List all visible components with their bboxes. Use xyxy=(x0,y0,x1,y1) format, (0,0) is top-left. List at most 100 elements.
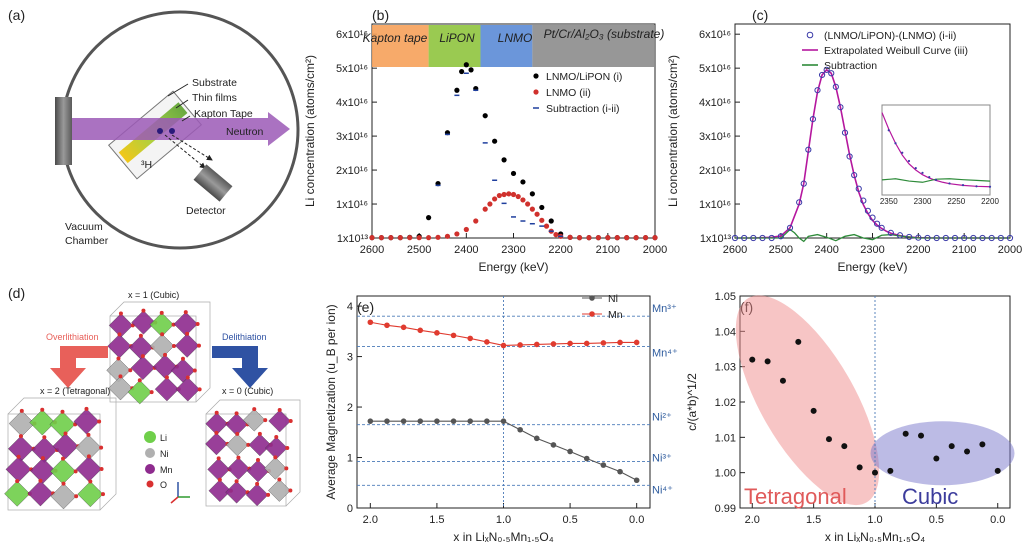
legend-ni-marker xyxy=(145,448,155,458)
leader-substrate xyxy=(167,83,189,97)
polyhedron xyxy=(225,433,249,457)
point-lnmo xyxy=(473,218,479,224)
polyhedron xyxy=(225,480,248,504)
oxygen-atom xyxy=(100,492,105,497)
x-tick-label: 2500 xyxy=(769,244,793,256)
point-lnmo xyxy=(543,223,550,229)
inset-tick-label: 2350 xyxy=(880,197,898,206)
point-difference xyxy=(869,214,876,221)
unit-cell-edge xyxy=(109,301,211,403)
y-tick-label: 1.02 xyxy=(715,397,736,409)
point-lnmo xyxy=(492,196,498,202)
point-ni xyxy=(533,435,540,442)
leader-kapton xyxy=(181,115,191,122)
point-ni xyxy=(633,477,640,484)
point-difference xyxy=(906,233,913,241)
inset-point xyxy=(901,151,904,154)
point-mn xyxy=(434,330,440,336)
x-axis-label: x in LiₓN₀.₅Mn₁.₅O₄ xyxy=(825,530,925,544)
point-mn xyxy=(617,339,623,346)
oxygen-atom xyxy=(214,430,219,435)
series-line-ni xyxy=(370,420,637,481)
point-lnmo xyxy=(605,235,611,241)
y-tick-label: 4x10¹⁶ xyxy=(699,97,731,109)
oxygen-atom xyxy=(163,352,168,357)
oxygen-atom xyxy=(255,481,260,486)
x-axis-label: Energy (keV) xyxy=(837,260,907,274)
x-tick-label: 2200 xyxy=(906,244,930,256)
polyhedron xyxy=(268,479,291,502)
oxygen-atom xyxy=(61,456,66,461)
y-axis-label: Average Magnetization (u_B per ion) xyxy=(324,304,338,499)
point-difference xyxy=(951,234,959,242)
point-lnmo xyxy=(416,235,422,241)
x-tick-label: 0.5 xyxy=(562,514,577,526)
y-tick-label: 1.00 xyxy=(715,468,736,480)
polyhedron xyxy=(127,380,152,405)
point-lnmo-lipon xyxy=(520,179,526,185)
label-thin-films: Thin films xyxy=(192,92,237,104)
point-lnmo xyxy=(539,217,545,223)
label-neutron: Neutron xyxy=(226,126,264,138)
point-difference xyxy=(800,180,807,187)
point-difference xyxy=(851,172,858,179)
legend-marker-difference xyxy=(806,31,814,39)
y-tick-label: 1.01 xyxy=(715,432,736,444)
data-point xyxy=(825,436,832,443)
point-difference xyxy=(741,234,748,242)
oxygen-atom xyxy=(171,344,176,349)
point-ni xyxy=(617,468,623,475)
legend-mn-label: Mn xyxy=(160,465,173,475)
oxygen-atom xyxy=(288,488,293,493)
unit-cell-edge xyxy=(7,413,101,511)
atom-dot xyxy=(157,128,163,134)
triton-path-2 xyxy=(171,134,213,161)
point-lnmo xyxy=(506,191,512,197)
inset-frame xyxy=(881,104,991,196)
y-axis-label: Li concentration (atoms/cm²) xyxy=(303,55,317,207)
panel-label-c: (c) xyxy=(752,7,768,23)
point-lnmo xyxy=(520,197,526,203)
point-lnmo-lipon xyxy=(539,204,545,211)
point-lnmo-lipon xyxy=(492,138,498,144)
point-mn xyxy=(384,322,390,329)
label-detector: Detector xyxy=(186,205,226,217)
point-lnmo-lipon xyxy=(426,215,432,221)
data-point xyxy=(918,432,925,439)
oxygen-atom xyxy=(61,481,66,486)
y-tick-label: 1x10¹⁶ xyxy=(699,199,731,211)
point-lnmo xyxy=(652,235,658,241)
oxygen-atom xyxy=(160,332,165,337)
panel-label-a: (a) xyxy=(8,7,25,23)
point-lnmo xyxy=(576,235,583,241)
y-tick-label: 3 xyxy=(347,352,353,364)
tetragonal-label: Tetragonal xyxy=(744,484,847,509)
point-lnmo-lipon xyxy=(468,67,474,73)
x-tick-label: 2400 xyxy=(454,244,478,256)
x-tick-label: 2300 xyxy=(860,244,884,256)
inset-point xyxy=(894,142,897,145)
inset-point xyxy=(887,129,890,132)
point-lnmo xyxy=(454,231,460,237)
oxygen-atom xyxy=(88,479,93,484)
point-lnmo xyxy=(529,206,535,212)
unit-cell-edge xyxy=(7,397,117,511)
reference-label: Ni³⁺ xyxy=(652,453,672,465)
oxygen-atom xyxy=(40,407,45,412)
point-ni xyxy=(367,418,374,424)
oxygen-atom xyxy=(257,431,262,436)
y-tick-label: 2x10¹⁶ xyxy=(699,165,731,177)
point-difference xyxy=(970,234,977,242)
y-tick-label: 2x10¹⁶ xyxy=(336,165,368,177)
point-difference xyxy=(809,116,817,123)
point-difference xyxy=(846,153,853,160)
polyhedron xyxy=(208,479,232,503)
point-difference xyxy=(860,197,867,204)
oxygen-atom xyxy=(15,479,20,484)
region-band xyxy=(480,25,533,67)
triton-path-1 xyxy=(164,134,206,169)
point-difference xyxy=(841,129,849,136)
oxygen-atom xyxy=(42,435,47,440)
point-lnmo xyxy=(496,192,502,199)
label-chamber: Chamber xyxy=(65,235,109,247)
